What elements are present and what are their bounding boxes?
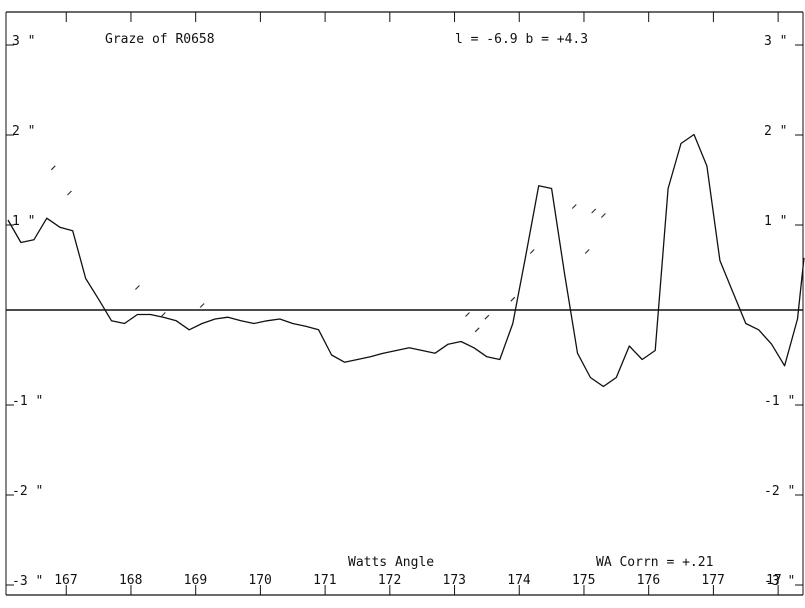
x-tick-label: 171 [313, 573, 336, 588]
plot-frame [5, 11, 804, 596]
y-tick-label-left: -3 " [12, 574, 43, 589]
tick-marks [6, 12, 803, 595]
data-series [7, 133, 805, 388]
wa-correction: WA Corrn = +.21 [596, 555, 713, 570]
event-point [529, 249, 535, 254]
event-point [584, 249, 590, 254]
y-axis-labels-right: 3 " 2 " 1 " -1 " -2 " -3 " [764, 34, 795, 589]
event-point [160, 312, 166, 317]
x-tick-label: 169 [184, 573, 207, 588]
y-tick-label-right: 3 " [764, 34, 787, 49]
event-point [67, 190, 72, 196]
x-axis-title: Watts Angle [348, 555, 434, 570]
x-axis-labels: 167 168 169 170 171 172 173 174 175 176 177 17 [54, 573, 782, 588]
y-tick-label-right: 2 " [764, 124, 787, 139]
event-point [199, 303, 205, 308]
chart-title: Graze of R0658 [105, 32, 215, 47]
x-tick-label: 172 [378, 573, 401, 588]
y-tick-label-left: 3 " [12, 34, 35, 49]
y-tick-label-left: 1 " [12, 214, 35, 229]
y-tick-label-right: 1 " [764, 214, 787, 229]
event-point [591, 208, 597, 214]
x-tick-label: 176 [637, 573, 660, 588]
y-tick-label-right: -1 " [764, 394, 795, 409]
x-tick-label: 175 [572, 573, 595, 588]
y-tick-label-left: -1 " [12, 394, 43, 409]
event-point [465, 312, 470, 317]
event-point [135, 285, 140, 290]
x-tick-label: 167 [54, 573, 77, 588]
event-point [50, 165, 56, 171]
galactic-coords: l = -6.9 b = +4.3 [455, 32, 588, 47]
x-tick-label: 168 [119, 573, 142, 588]
event-point [600, 213, 606, 218]
event-point [484, 314, 490, 320]
y-tick-label-right: -3 " [764, 574, 795, 589]
profile-line [7, 133, 805, 388]
y-tick-label-left: 2 " [12, 124, 35, 139]
event-point [571, 204, 577, 209]
x-tick-label: 17 [766, 573, 782, 588]
y-tick-label-right: -2 " [764, 484, 795, 499]
x-tick-label: 170 [248, 573, 271, 588]
x-tick-label: 174 [507, 573, 531, 588]
y-axis-labels-left: 3 " 2 " 1 " -1 " -2 " -3 " [12, 34, 43, 589]
x-tick-label: 173 [443, 573, 466, 588]
y-tick-label-left: -2 " [12, 484, 43, 499]
x-tick-label: 177 [701, 573, 724, 588]
event-point [474, 327, 480, 333]
event-point [510, 296, 516, 302]
